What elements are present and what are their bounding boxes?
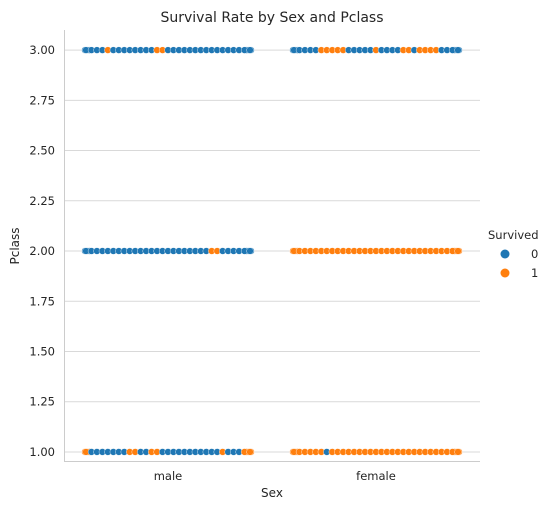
chart-title: Survival Rate by Sex and Pclass [160, 10, 383, 26]
y-tick-label: 2.75 [29, 93, 55, 107]
x-tick-label: female [356, 469, 396, 483]
x-tick-labels: male female [154, 469, 396, 483]
x-tick-label: male [154, 469, 183, 483]
data-point [246, 448, 254, 456]
legend-label: 1 [531, 266, 538, 280]
y-tick-label: 2.25 [29, 194, 55, 208]
y-tick-labels: 1.00 1.25 1.50 1.75 2.00 2.25 2.50 2.75 3.00 [29, 43, 55, 459]
legend-marker [500, 268, 510, 278]
y-tick-label: 2.00 [29, 244, 55, 258]
y-tick-label: 2.50 [29, 144, 55, 158]
y-tick-label: 1.25 [29, 395, 55, 409]
data-point [246, 247, 254, 255]
data-point [454, 448, 462, 456]
legend-marker [500, 249, 510, 259]
y-axis-label: Pclass [8, 227, 22, 264]
data-points [81, 46, 463, 456]
legend-label: 0 [531, 247, 538, 261]
y-tick-label: 1.00 [29, 445, 55, 459]
y-tick-label: 1.50 [29, 344, 55, 358]
data-point [454, 247, 462, 255]
y-tick-label: 3.00 [29, 43, 55, 57]
legend-title: Survived [488, 228, 539, 242]
data-point [454, 46, 462, 54]
y-tick-label: 1.75 [29, 294, 55, 308]
legend: Survived 0 1 [488, 228, 539, 280]
data-point [246, 46, 254, 54]
x-axis-label: Sex [261, 486, 283, 500]
